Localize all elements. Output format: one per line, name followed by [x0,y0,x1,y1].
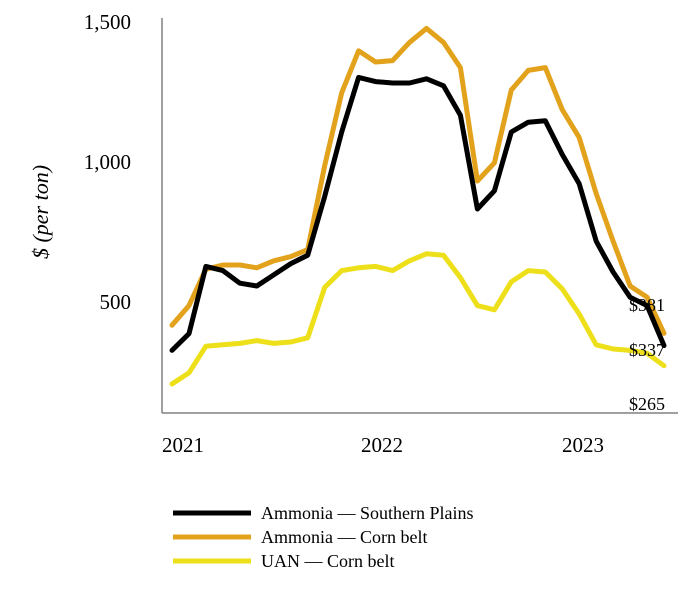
y-tick-label: 1,000 [84,150,131,174]
y-axis-label: $ (per ton) [28,165,53,259]
x-tick-label: 2021 [162,433,204,457]
series-corn-belt-ammonia [169,25,667,336]
legend-label: Ammonia — Southern Plains [261,503,474,523]
legend-label: Ammonia — Corn belt [261,527,427,547]
y-tick-label: 1,500 [84,10,131,34]
series-layer [169,25,667,387]
end-label-corn-belt-ammonia: $381 [629,295,665,315]
series-uan-corn-belt [169,251,667,387]
legend: Ammonia — Southern Plains Ammonia — Corn… [173,503,474,571]
y-tick-label: 500 [100,290,132,314]
x-tick-label: 2023 [562,433,604,457]
series-southern-plains-ammonia [169,74,667,353]
end-label-southern-plains-ammonia: $337 [629,340,665,360]
end-label-uan-corn-belt: $265 [629,394,665,414]
x-tick-label: 2022 [361,433,403,457]
legend-label: UAN — Corn belt [261,551,395,571]
